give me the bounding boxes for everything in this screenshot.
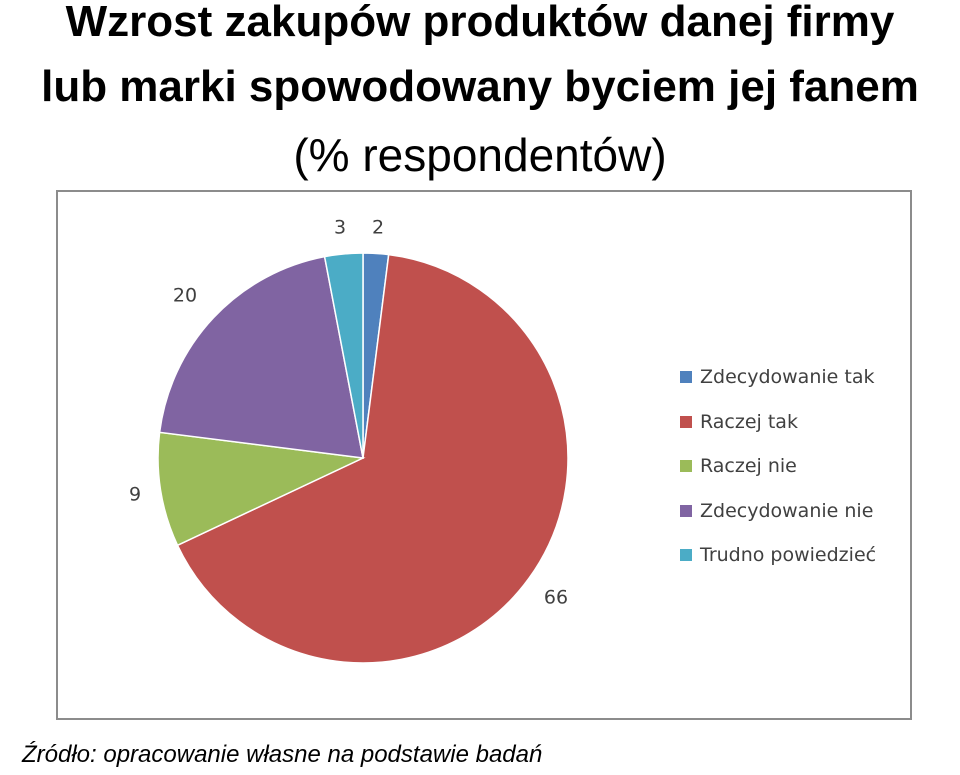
data-label-raczej-nie: 9 bbox=[129, 484, 141, 506]
legend-item-zdecydowanie-tak: Zdecydowanie tak bbox=[680, 355, 876, 400]
legend-label: Zdecydowanie tak bbox=[700, 366, 875, 389]
legend-label: Zdecydowanie nie bbox=[700, 499, 874, 522]
chart-title-line-2: lub marki spowodowany byciem jej fanem bbox=[41, 62, 919, 111]
legend-item-raczej-nie: Raczej nie bbox=[680, 444, 876, 489]
legend-swatch bbox=[680, 371, 692, 384]
chart-subtitle: (% respondentów) bbox=[293, 129, 667, 181]
chart-area: 2 66 9 20 3 Zdecydowanie tak Raczej tak Raczej… bbox=[56, 190, 912, 720]
legend-label: Raczej nie bbox=[700, 455, 797, 478]
pie-slice-raczej-nie bbox=[157, 431, 366, 547]
data-label-zdecydowanie-nie: 20 bbox=[173, 285, 197, 307]
pie-chart: 2 66 9 20 3 bbox=[129, 217, 569, 664]
legend-swatch bbox=[680, 504, 692, 517]
legend-swatch bbox=[680, 549, 692, 562]
chart-title-line-1: Wzrost zakupów produktów danej firmy bbox=[65, 0, 895, 46]
legend-swatch bbox=[680, 460, 692, 473]
pie-slice-raczej-tak bbox=[176, 253, 569, 664]
legend-swatch bbox=[680, 415, 692, 428]
source-note: Źródło: opracowanie własne na podstawie … bbox=[22, 741, 543, 768]
legend-label: Trudno powiedzieć bbox=[700, 544, 877, 567]
data-label-zdecydowanie-tak: 2 bbox=[372, 217, 384, 239]
data-label-raczej-tak: 66 bbox=[544, 587, 568, 609]
pie-slice-trudno-powiedziec bbox=[323, 252, 364, 459]
data-label-trudno-powiedziec: 3 bbox=[334, 217, 346, 239]
legend-item-trudno-powiedziec: Trudno powiedzieć bbox=[680, 533, 876, 578]
chart-legend: Zdecydowanie tak Raczej tak Raczej nie Zdec… bbox=[680, 355, 876, 578]
pie-slice-zdecydowanie-nie bbox=[158, 255, 364, 459]
legend-item-zdecydowanie-nie: Zdecydowanie nie bbox=[680, 489, 876, 534]
legend-label: Raczej tak bbox=[700, 410, 798, 433]
legend-item-raczej-tak: Raczej tak bbox=[680, 400, 876, 445]
